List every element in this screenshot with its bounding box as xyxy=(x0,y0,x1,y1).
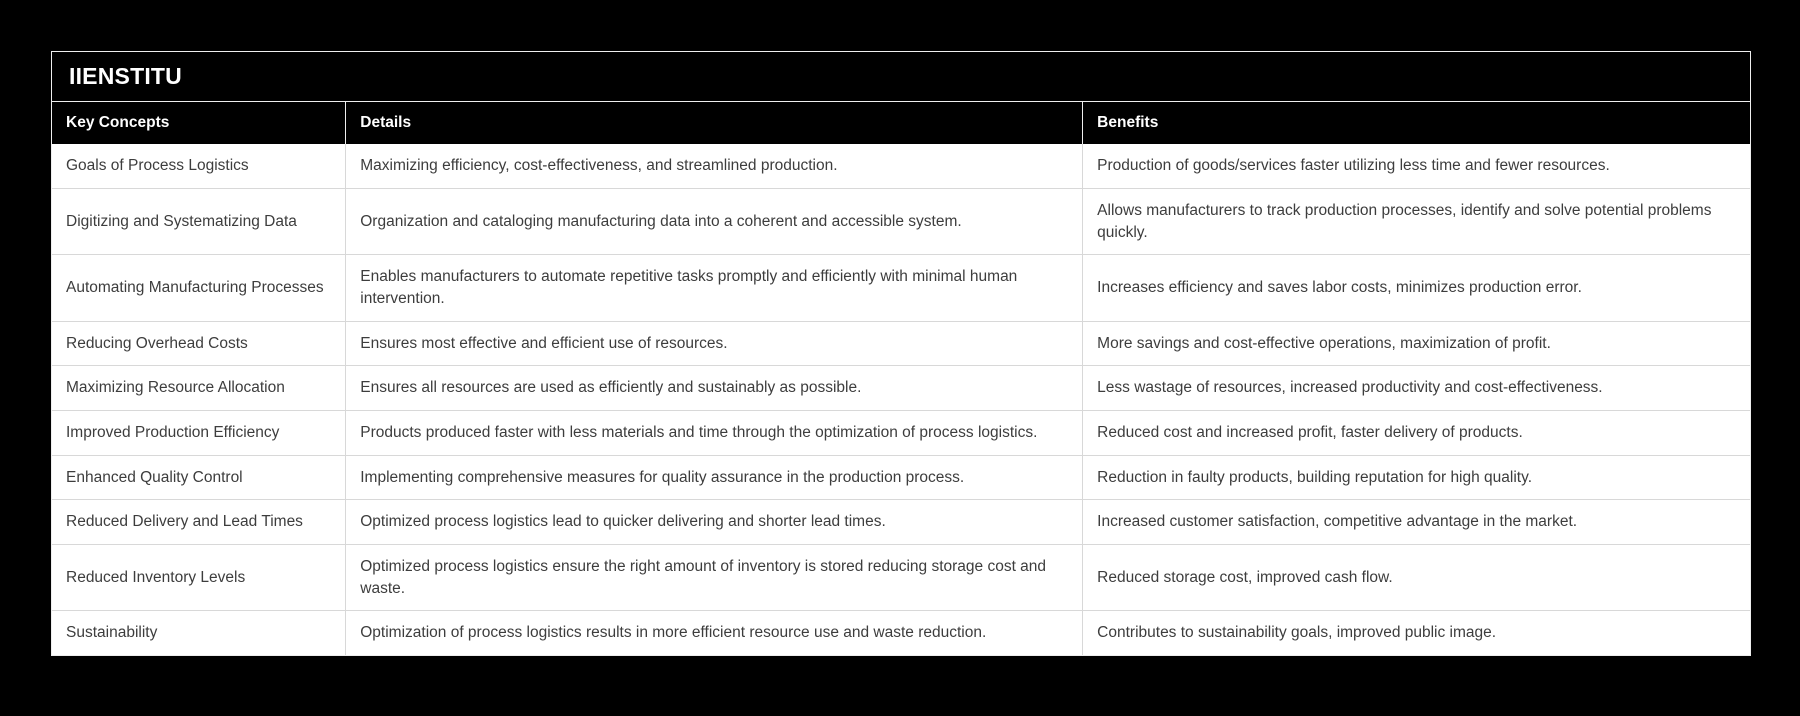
table-cell-details: Ensures most effective and efficient use… xyxy=(345,320,1083,366)
table-cell-benefits: Increased customer satisfaction, competi… xyxy=(1082,499,1750,545)
table-cell-concept: Sustainability xyxy=(52,610,346,656)
column-header-details: Details xyxy=(345,102,1083,145)
table-row: Maximizing Resource Allocation Ensures al… xyxy=(52,365,1750,411)
table-cell-details: Optimization of process logistics result… xyxy=(345,610,1083,656)
table-cell-details: Maximizing efficiency, cost-effectivenes… xyxy=(345,144,1083,189)
table-cell-benefits: Production of goods/services faster util… xyxy=(1082,144,1750,189)
table-cell-concept: Digitizing and Systematizing Data xyxy=(52,187,346,255)
table-row: Automating Manufacturing Processes Enable… xyxy=(52,254,1750,322)
table-row: Reduced Inventory Levels Optimized proces… xyxy=(52,543,1750,611)
table-cell-concept: Reduced Inventory Levels xyxy=(52,543,346,611)
table-cell-benefits: Contributes to sustainability goals, imp… xyxy=(1082,610,1750,656)
table-cell-benefits: Reduced storage cost, improved cash flow… xyxy=(1082,543,1750,611)
table-cell-concept: Enhanced Quality Control xyxy=(52,454,346,500)
table-row: Reducing Overhead Costs Ensures most effe… xyxy=(52,320,1750,366)
table-header-row: Key Concepts Details Benefits xyxy=(52,102,1750,145)
table-row: Sustainability Optimization of process lo… xyxy=(52,610,1750,656)
table-cell-details: Optimized process logistics lead to quic… xyxy=(345,499,1083,545)
table-cell-benefits: Less wastage of resources, increased pro… xyxy=(1082,365,1750,411)
table-cell-details: Ensures all resources are used as effici… xyxy=(345,365,1083,411)
table-cell-benefits: Increases efficiency and saves labor cos… xyxy=(1082,254,1750,322)
table-row: Reduced Delivery and Lead Times Optimized… xyxy=(52,499,1750,545)
table-row: Digitizing and Systematizing Data Organiz… xyxy=(52,187,1750,255)
content-card: IIENSTITU Key Concepts Details Benefits … xyxy=(51,51,1751,657)
table-cell-benefits: Reduced cost and increased profit, faste… xyxy=(1082,409,1750,456)
table-cell-concept: Goals of Process Logistics xyxy=(66,157,249,175)
table-cell-details: Implementing comprehensive measures for … xyxy=(345,454,1083,500)
table-cell-details: Organization and cataloging manufacturin… xyxy=(345,187,1083,255)
table-row: Improved Production Efficiency Products p… xyxy=(52,409,1750,456)
table-cell-benefits: Reduction in faulty products, building r… xyxy=(1082,454,1750,500)
table-header: Key Concepts Details Benefits xyxy=(52,102,1750,145)
table-cell-concept: Reducing Overhead Costs xyxy=(52,320,346,366)
column-header-key-concepts: Key Concepts xyxy=(52,102,346,145)
table-cell-benefits: More savings and cost-effective operatio… xyxy=(1082,320,1750,366)
table-row: Enhanced Quality Control Implementing com… xyxy=(52,454,1750,500)
table-cell-benefits: Allows manufacturers to track production… xyxy=(1082,187,1750,255)
key-concepts-table: Key Concepts Details Benefits Goals of P… xyxy=(52,102,1750,656)
page-title: IIENSTITU xyxy=(69,63,182,89)
column-header-benefits: Benefits xyxy=(1082,102,1750,145)
table-body: Goals of Process Logistics Maximizing eff… xyxy=(52,144,1750,656)
table-row: Goals of Process Logistics Maximizing eff… xyxy=(52,144,1750,189)
table-cell-concept: Automating Manufacturing Processes xyxy=(52,254,346,322)
table-cell-concept: Improved Production Efficiency xyxy=(52,409,346,456)
table-cell-details: Products produced faster with less mater… xyxy=(345,409,1083,456)
table-cell-concept: Maximizing Resource Allocation xyxy=(52,365,346,411)
title-bar: IIENSTITU xyxy=(52,52,1750,103)
table-cell-details: Optimized process logistics ensure the r… xyxy=(345,543,1083,611)
table-cell-concept: Reduced Delivery and Lead Times xyxy=(52,499,346,545)
table-cell-details: Enables manufacturers to automate repeti… xyxy=(345,254,1083,322)
